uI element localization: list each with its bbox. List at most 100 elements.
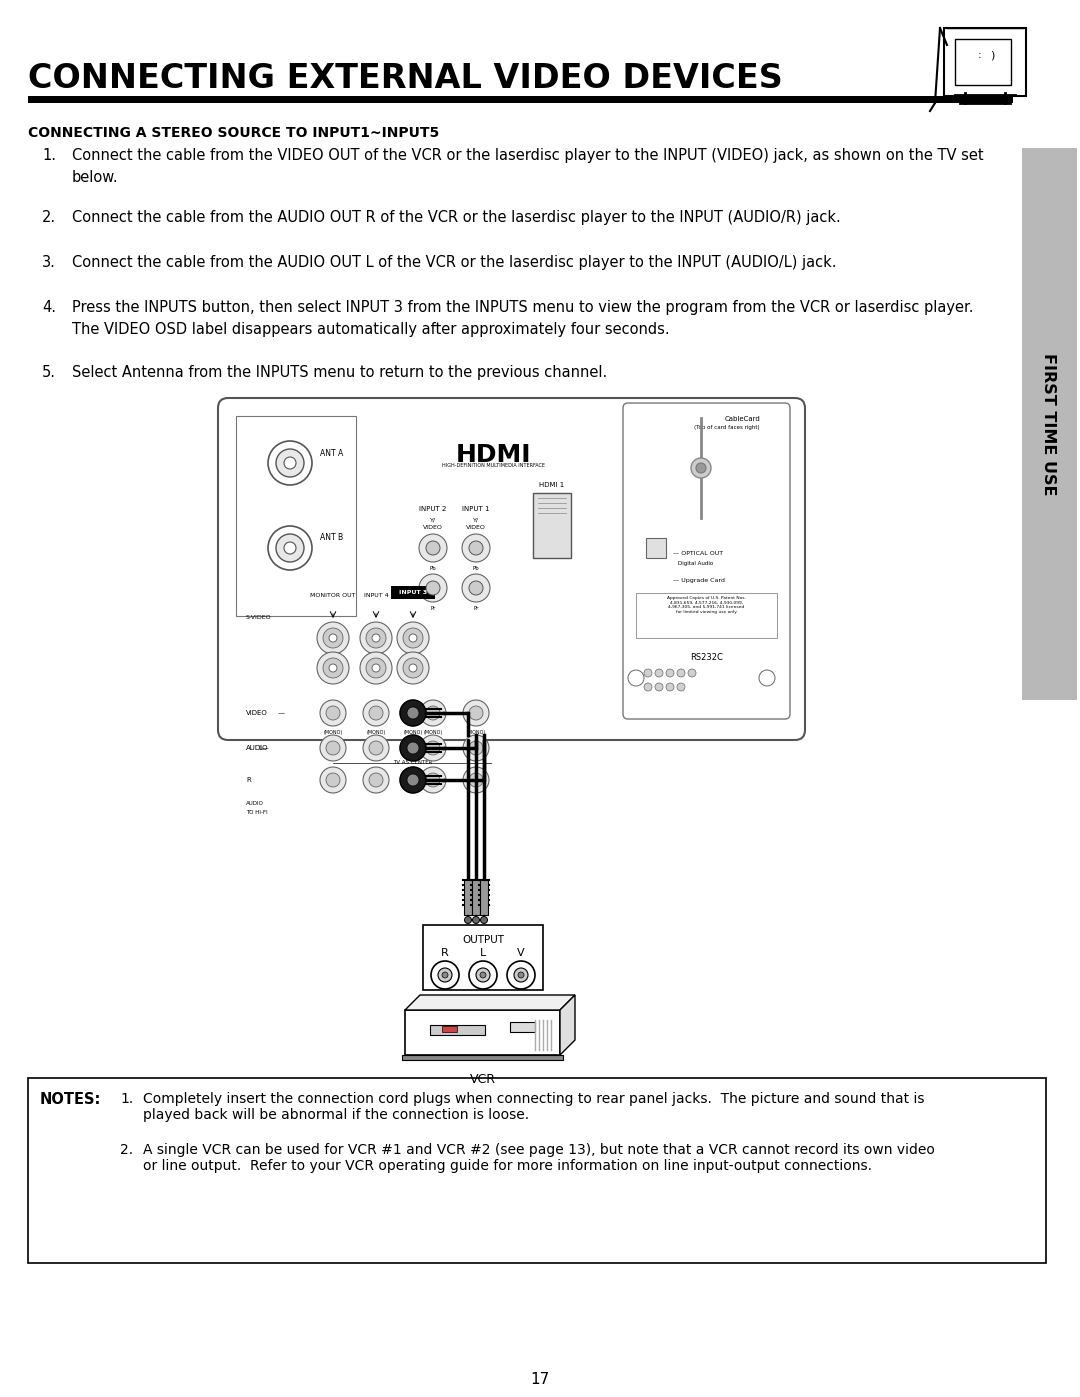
- Circle shape: [400, 700, 426, 726]
- FancyBboxPatch shape: [218, 398, 805, 740]
- Circle shape: [654, 683, 663, 692]
- Circle shape: [366, 658, 386, 678]
- Circle shape: [691, 458, 711, 478]
- Text: R: R: [441, 949, 449, 958]
- Circle shape: [469, 541, 483, 555]
- Circle shape: [469, 581, 483, 595]
- Circle shape: [329, 634, 337, 643]
- Text: ): ): [989, 50, 995, 60]
- Text: R: R: [246, 777, 251, 782]
- Circle shape: [644, 669, 652, 678]
- Polygon shape: [561, 995, 575, 1055]
- Circle shape: [463, 700, 489, 726]
- Circle shape: [320, 767, 346, 793]
- Circle shape: [318, 622, 349, 654]
- Circle shape: [463, 767, 489, 793]
- Text: VIDEO: VIDEO: [246, 710, 268, 717]
- Text: :: :: [978, 50, 982, 60]
- Text: RS232C: RS232C: [690, 652, 723, 662]
- Circle shape: [326, 705, 340, 719]
- Bar: [646, 538, 666, 557]
- Text: 2.: 2.: [120, 1143, 133, 1157]
- Text: Y/: Y/: [430, 517, 436, 522]
- Circle shape: [420, 735, 446, 761]
- Circle shape: [406, 773, 420, 787]
- Circle shape: [409, 664, 417, 672]
- Bar: [423, 925, 543, 990]
- Circle shape: [268, 527, 312, 570]
- Text: (MONO): (MONO): [467, 731, 486, 735]
- Circle shape: [403, 629, 423, 648]
- Text: INPUT 1: INPUT 1: [462, 506, 489, 511]
- Circle shape: [397, 652, 429, 685]
- Circle shape: [476, 968, 490, 982]
- Text: (MONO): (MONO): [323, 731, 342, 735]
- Text: FIRST TIME USE: FIRST TIME USE: [1041, 353, 1056, 496]
- Circle shape: [426, 740, 440, 754]
- Text: INPUT 4: INPUT 4: [364, 592, 389, 598]
- Text: Connect the cable from the VIDEO OUT of the VCR or the laserdisc player to the I: Connect the cable from the VIDEO OUT of …: [72, 148, 984, 163]
- Circle shape: [426, 773, 440, 787]
- Bar: [472, 880, 480, 915]
- Circle shape: [469, 740, 483, 754]
- Text: NOTES:: NOTES:: [40, 1092, 102, 1106]
- Bar: [1022, 148, 1077, 700]
- Circle shape: [363, 735, 389, 761]
- Text: 17: 17: [530, 1372, 550, 1387]
- Text: HDMI 1: HDMI 1: [539, 482, 565, 488]
- Text: below.: below.: [72, 170, 119, 184]
- Text: (MONO): (MONO): [423, 731, 443, 735]
- Text: CableCard: CableCard: [725, 416, 760, 422]
- Text: V: V: [517, 949, 525, 958]
- Text: Approved Copies of U.S. Patent Nos.
4,831,659, 4,577,216, 4,930,099,
4,967,305, : Approved Copies of U.S. Patent Nos. 4,83…: [667, 597, 746, 613]
- Circle shape: [438, 968, 453, 982]
- Text: AUDIO: AUDIO: [246, 745, 269, 752]
- Text: AUDIO: AUDIO: [246, 800, 264, 806]
- Circle shape: [372, 664, 380, 672]
- Circle shape: [366, 629, 386, 648]
- Circle shape: [369, 705, 383, 719]
- Circle shape: [406, 705, 420, 719]
- Circle shape: [268, 441, 312, 485]
- Circle shape: [320, 735, 346, 761]
- FancyBboxPatch shape: [623, 402, 789, 719]
- Circle shape: [473, 916, 480, 923]
- Text: Connect the cable from the AUDIO OUT R of the VCR or the laserdisc player to the: Connect the cable from the AUDIO OUT R o…: [72, 210, 840, 225]
- Text: L—: L—: [258, 745, 269, 752]
- Circle shape: [326, 773, 340, 787]
- Circle shape: [514, 968, 528, 982]
- Text: A single VCR can be used for VCR #1 and VCR #2 (see page 13), but note that a VC: A single VCR can be used for VCR #1 and …: [143, 1143, 935, 1157]
- Text: (MONO): (MONO): [366, 731, 386, 735]
- Text: 1.: 1.: [120, 1092, 133, 1106]
- Text: Connect the cable from the AUDIO OUT L of the VCR or the laserdisc player to the: Connect the cable from the AUDIO OUT L o…: [72, 256, 837, 270]
- Circle shape: [696, 462, 706, 474]
- Circle shape: [329, 664, 337, 672]
- Circle shape: [480, 972, 486, 978]
- Bar: [534, 493, 571, 557]
- Text: 2.: 2.: [42, 210, 56, 225]
- Bar: [464, 880, 472, 915]
- Circle shape: [627, 671, 644, 686]
- Text: CONNECTING EXTERNAL VIDEO DEVICES: CONNECTING EXTERNAL VIDEO DEVICES: [28, 61, 783, 95]
- Circle shape: [469, 705, 483, 719]
- Circle shape: [318, 652, 349, 685]
- Text: Pb: Pb: [473, 566, 480, 571]
- Circle shape: [400, 767, 426, 793]
- Circle shape: [462, 574, 490, 602]
- Circle shape: [284, 542, 296, 555]
- Circle shape: [284, 457, 296, 469]
- Text: 5.: 5.: [42, 365, 56, 380]
- Circle shape: [677, 669, 685, 678]
- Circle shape: [407, 707, 419, 719]
- Circle shape: [666, 683, 674, 692]
- Circle shape: [759, 671, 775, 686]
- Circle shape: [363, 767, 389, 793]
- Text: CONNECTING A STEREO SOURCE TO INPUT1~INPUT5: CONNECTING A STEREO SOURCE TO INPUT1~INP…: [28, 126, 440, 140]
- Circle shape: [320, 700, 346, 726]
- Circle shape: [363, 700, 389, 726]
- Text: INPUT 3: INPUT 3: [399, 590, 427, 595]
- Bar: [391, 585, 435, 599]
- Bar: [237, 416, 356, 616]
- Circle shape: [426, 581, 440, 595]
- Circle shape: [431, 961, 459, 989]
